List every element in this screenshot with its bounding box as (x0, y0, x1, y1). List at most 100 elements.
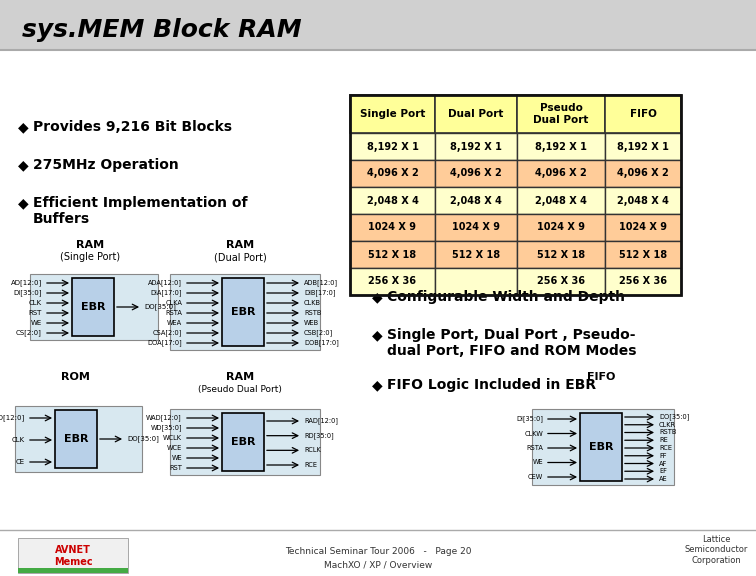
Bar (350, 268, 435, 295)
Bar (532, 409, 674, 485)
Text: AE: AE (659, 476, 668, 482)
Text: CLK: CLK (12, 437, 25, 443)
Text: EBR: EBR (64, 434, 88, 444)
Text: RCLK: RCLK (304, 448, 321, 453)
Bar (517, 268, 605, 295)
Text: ◆: ◆ (372, 328, 383, 342)
Text: Configurable Width and Depth: Configurable Width and Depth (387, 290, 625, 304)
Text: 275MHz Operation: 275MHz Operation (33, 158, 178, 172)
Bar (517, 160, 605, 187)
Text: ADB[12:0]: ADB[12:0] (304, 279, 338, 286)
Bar (350, 95, 681, 295)
Text: RAM: RAM (226, 372, 254, 382)
Text: WEA: WEA (167, 320, 182, 326)
Text: 256 X 36: 256 X 36 (368, 276, 417, 286)
Text: AF: AF (659, 460, 668, 467)
Text: ◆: ◆ (372, 290, 383, 304)
Text: DI[35:0]: DI[35:0] (14, 290, 42, 297)
Text: RAD[12:0]: RAD[12:0] (304, 418, 338, 425)
Text: RSTA: RSTA (165, 310, 182, 316)
Text: RSTB: RSTB (659, 430, 677, 435)
Text: WD[35:0]: WD[35:0] (150, 425, 182, 431)
Bar (517, 241, 605, 268)
Bar (435, 95, 517, 133)
Bar (222, 413, 264, 471)
Bar (605, 214, 681, 241)
Text: Pseudo
Dual Port: Pseudo Dual Port (533, 103, 589, 125)
Text: 512 X 18: 512 X 18 (368, 249, 417, 260)
Text: EBR: EBR (589, 442, 613, 452)
Text: 1024 X 9: 1024 X 9 (619, 222, 667, 233)
Text: 512 X 18: 512 X 18 (619, 249, 667, 260)
Bar (350, 241, 435, 268)
Text: Buffers: Buffers (33, 212, 90, 226)
Text: DOA[17:0]: DOA[17:0] (147, 340, 182, 346)
Text: 8,192 X 1: 8,192 X 1 (617, 142, 669, 151)
Bar (170, 409, 320, 475)
Text: (Dual Port): (Dual Port) (214, 252, 266, 262)
Text: DO[35:0]: DO[35:0] (659, 414, 689, 420)
Text: RE: RE (659, 437, 668, 444)
Text: Provides 9,216 Bit Blocks: Provides 9,216 Bit Blocks (33, 120, 232, 134)
Bar (517, 214, 605, 241)
Text: 4,096 X 2: 4,096 X 2 (450, 169, 502, 179)
Text: ADA[12:0]: ADA[12:0] (148, 279, 182, 286)
Text: EBR: EBR (231, 437, 256, 447)
Text: RD[35:0]: RD[35:0] (304, 433, 333, 439)
Text: 256 X 36: 256 X 36 (537, 276, 585, 286)
Text: RCE: RCE (659, 445, 672, 451)
Text: DI[35:0]: DI[35:0] (516, 416, 543, 422)
Text: EBR: EBR (231, 307, 256, 317)
Bar (435, 214, 517, 241)
Text: Lattice
Semiconductor
Corporation: Lattice Semiconductor Corporation (684, 535, 748, 565)
Text: dual Port, FIFO and ROM Modes: dual Port, FIFO and ROM Modes (387, 344, 637, 358)
Text: Technical Seminar Tour 2006   -   Page 20: Technical Seminar Tour 2006 - Page 20 (285, 548, 471, 556)
Text: RAM: RAM (226, 240, 254, 250)
Text: EF: EF (659, 468, 667, 474)
Text: Efficient Implementation of: Efficient Implementation of (33, 196, 247, 210)
Bar (350, 95, 435, 133)
Text: RSTA: RSTA (526, 445, 543, 451)
Text: 1024 X 9: 1024 X 9 (452, 222, 500, 233)
Text: CLKW: CLKW (524, 430, 543, 437)
Bar (435, 160, 517, 187)
Bar (605, 241, 681, 268)
Text: DIB[17:0]: DIB[17:0] (304, 290, 336, 297)
Text: CS[2:0]: CS[2:0] (16, 329, 42, 336)
Bar (435, 187, 517, 214)
Bar (350, 133, 435, 160)
Text: WE: WE (532, 460, 543, 465)
Bar (605, 268, 681, 295)
Text: CLKR: CLKR (659, 422, 676, 428)
Bar (18, 568, 128, 573)
Bar (517, 133, 605, 160)
Text: RAM: RAM (76, 240, 104, 250)
Text: CLKA: CLKA (165, 300, 182, 306)
Text: 4,096 X 2: 4,096 X 2 (367, 169, 418, 179)
Text: CSA[2:0]: CSA[2:0] (153, 329, 182, 336)
Text: 8,192 X 1: 8,192 X 1 (450, 142, 502, 151)
Bar (15, 406, 142, 472)
Text: ◆: ◆ (372, 378, 383, 392)
Bar (580, 413, 622, 481)
Text: 4,096 X 2: 4,096 X 2 (617, 169, 669, 179)
Text: FIFO Logic Included in EBR: FIFO Logic Included in EBR (387, 378, 596, 392)
Text: 8,192 X 1: 8,192 X 1 (535, 142, 587, 151)
Text: 1024 X 9: 1024 X 9 (368, 222, 417, 233)
Bar (350, 187, 435, 214)
Text: 512 X 18: 512 X 18 (452, 249, 500, 260)
Text: (Pseudo Dual Port): (Pseudo Dual Port) (198, 385, 282, 394)
Bar (72, 278, 114, 336)
Text: (Single Port): (Single Port) (60, 252, 120, 262)
Text: FIFO: FIFO (587, 372, 615, 382)
Text: 2,048 X 4: 2,048 X 4 (367, 195, 418, 206)
Bar (605, 95, 681, 133)
Text: RSTB: RSTB (304, 310, 321, 316)
Text: CLKB: CLKB (304, 300, 321, 306)
Bar (0, 0, 756, 50)
Bar (30, 274, 158, 340)
Text: WCE: WCE (167, 445, 182, 451)
Bar (517, 187, 605, 214)
Bar (605, 133, 681, 160)
Text: FIFO: FIFO (630, 109, 656, 119)
